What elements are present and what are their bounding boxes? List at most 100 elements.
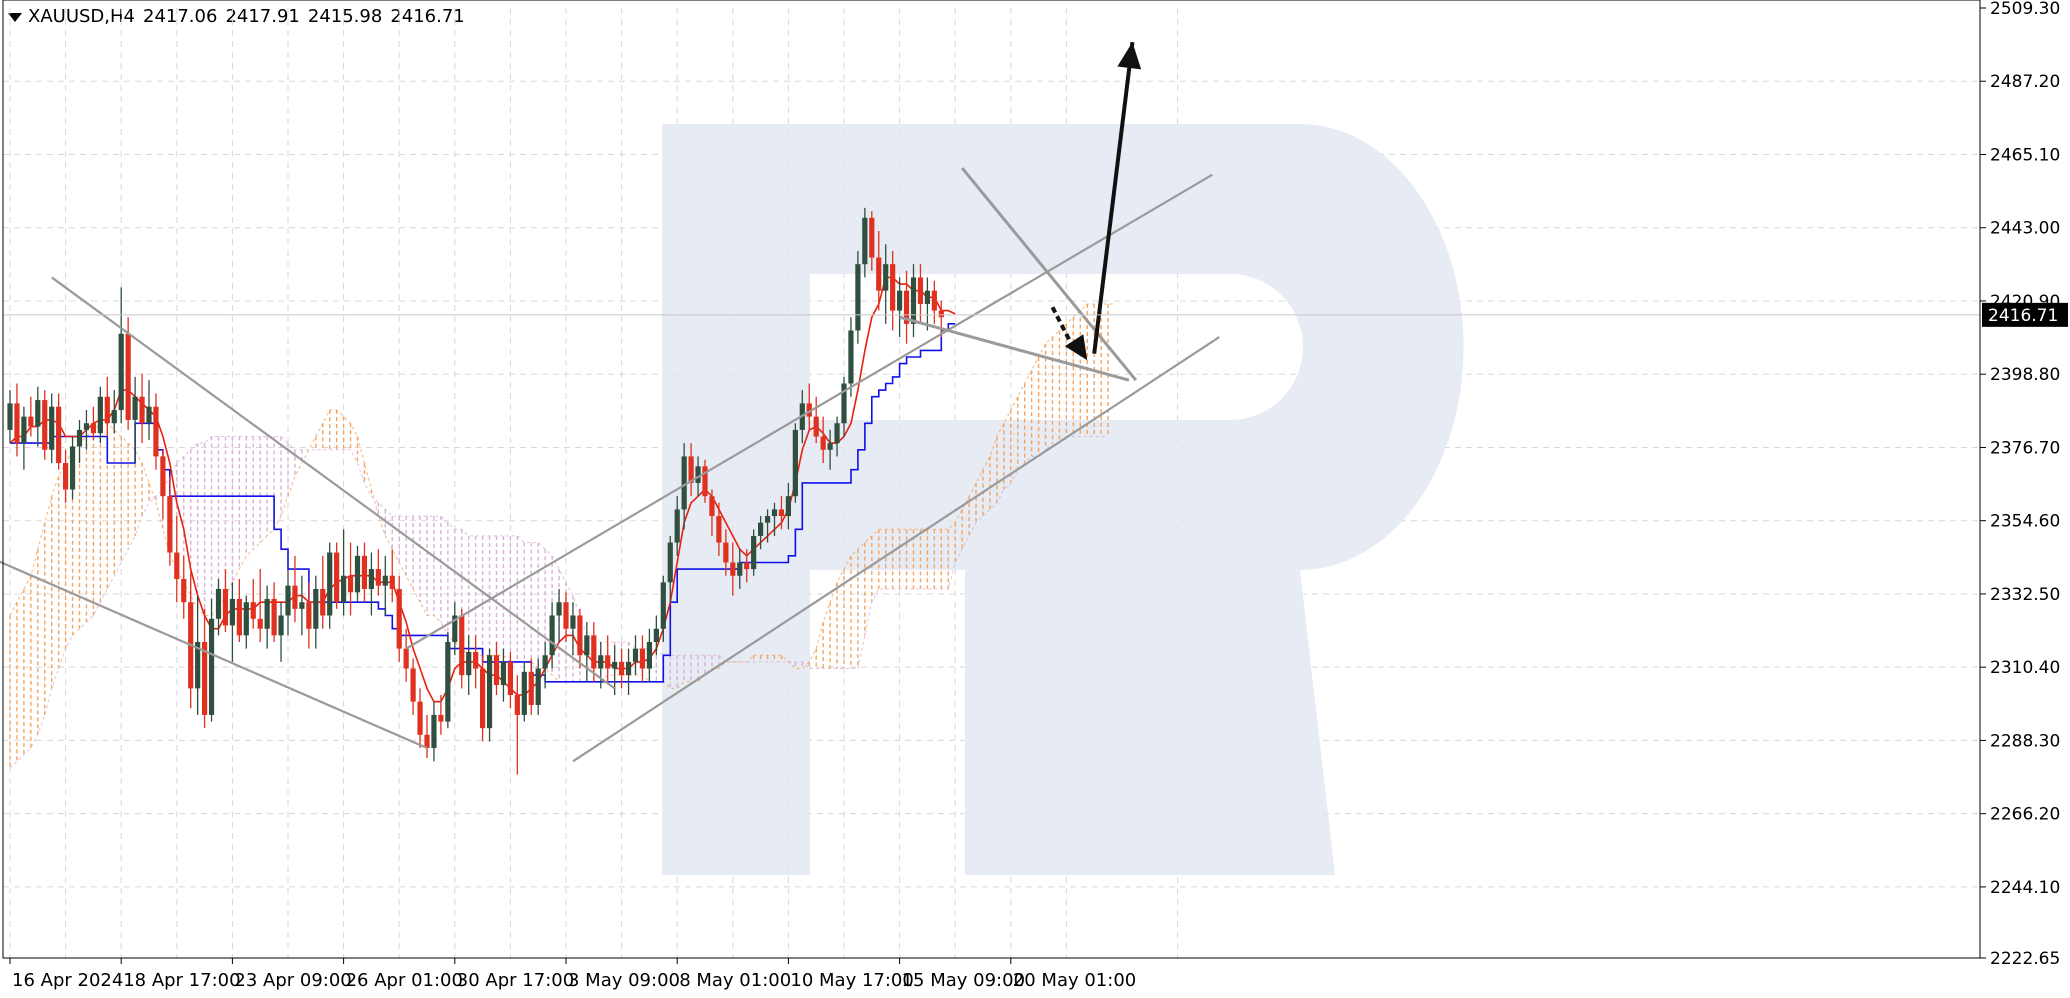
candle bbox=[42, 390, 48, 460]
candle-body bbox=[243, 602, 249, 636]
candle-body bbox=[702, 466, 708, 497]
candle-body bbox=[181, 579, 187, 603]
candle-body bbox=[806, 403, 812, 417]
candle-body bbox=[90, 423, 96, 434]
candle bbox=[737, 549, 743, 589]
trend-lines bbox=[0, 41, 1220, 763]
candle-body bbox=[903, 290, 910, 324]
candle bbox=[639, 635, 646, 682]
candle bbox=[841, 376, 847, 437]
candle bbox=[63, 449, 69, 503]
x-tick-label: 18 Apr 17:00 bbox=[123, 970, 240, 991]
candle-body bbox=[792, 429, 798, 497]
cloud-span-a bbox=[9, 303, 1115, 689]
low-value: 2415.98 bbox=[307, 6, 383, 27]
candle-body bbox=[653, 628, 659, 642]
candle-body bbox=[299, 602, 305, 609]
candle bbox=[278, 602, 284, 662]
candle bbox=[764, 509, 771, 543]
candle bbox=[730, 542, 736, 596]
candle-body bbox=[667, 542, 673, 583]
candle-body bbox=[570, 615, 576, 629]
candle-body bbox=[35, 400, 41, 427]
candle bbox=[792, 423, 798, 503]
candle bbox=[827, 429, 833, 470]
y-tick-label: 2244.10 bbox=[1990, 878, 2060, 898]
candle-body bbox=[49, 406, 55, 450]
candle bbox=[445, 632, 451, 729]
candle-body bbox=[160, 456, 166, 497]
candle bbox=[521, 661, 527, 722]
candle-body bbox=[104, 396, 110, 424]
candle-body bbox=[431, 714, 437, 749]
candle bbox=[612, 645, 618, 696]
candle bbox=[83, 410, 90, 450]
candle-body bbox=[917, 277, 924, 304]
y-tick-label: 2398.80 bbox=[1990, 365, 2060, 385]
candle-body bbox=[250, 602, 256, 619]
candle-body bbox=[76, 429, 83, 447]
candle-body bbox=[681, 456, 687, 510]
candle bbox=[354, 545, 361, 603]
candle bbox=[716, 502, 722, 556]
candle-body bbox=[688, 456, 694, 483]
candle-body bbox=[132, 396, 138, 420]
candle bbox=[459, 608, 465, 689]
plot-frame bbox=[2, 0, 1981, 959]
candle-body bbox=[83, 423, 90, 430]
candle bbox=[181, 555, 187, 619]
candle-body bbox=[709, 496, 715, 517]
candle-body bbox=[424, 734, 430, 749]
candle bbox=[667, 535, 673, 603]
candle bbox=[785, 482, 791, 530]
candle bbox=[834, 416, 840, 457]
candle-body bbox=[382, 575, 388, 586]
candle bbox=[646, 628, 652, 682]
y-tick-label: 2487.20 bbox=[1990, 72, 2060, 92]
candle bbox=[820, 416, 826, 464]
candle-body bbox=[341, 575, 347, 603]
candle bbox=[660, 575, 666, 642]
candle bbox=[876, 231, 882, 311]
dropdown-triangle-icon[interactable] bbox=[8, 12, 22, 22]
candle-body bbox=[764, 516, 771, 523]
candle-body bbox=[507, 661, 513, 696]
candle bbox=[28, 396, 34, 437]
candle bbox=[264, 585, 270, 649]
candle-body bbox=[63, 463, 69, 490]
candle-body bbox=[313, 588, 319, 629]
candle bbox=[382, 555, 388, 616]
ichimoku-cloud bbox=[9, 303, 1115, 769]
candle bbox=[813, 396, 819, 444]
candle-body bbox=[389, 575, 395, 589]
candle bbox=[778, 496, 785, 530]
candle bbox=[493, 641, 500, 696]
candle-body bbox=[396, 588, 402, 649]
candle-body bbox=[69, 446, 76, 490]
forecast-arrow-up-shaft bbox=[1092, 41, 1135, 354]
x-tick-label: 10 May 17:00 bbox=[790, 970, 913, 991]
candle-body bbox=[438, 714, 444, 722]
candle-body bbox=[751, 535, 757, 570]
candle bbox=[313, 575, 319, 649]
candle bbox=[299, 575, 305, 636]
candle-body bbox=[605, 655, 611, 669]
x-tick-label: 23 Apr 09:00 bbox=[234, 970, 351, 991]
candle-body bbox=[56, 406, 62, 464]
current-price-tag bbox=[1982, 302, 2068, 327]
candle-body bbox=[723, 542, 729, 563]
candle bbox=[243, 595, 249, 649]
candle-body bbox=[306, 602, 312, 629]
candle-body bbox=[535, 668, 541, 705]
candle-body bbox=[591, 635, 597, 669]
candle-body bbox=[771, 509, 778, 517]
open-value: 2417.06 bbox=[143, 6, 218, 27]
candle bbox=[160, 449, 166, 520]
candle bbox=[236, 579, 242, 642]
candle-body bbox=[97, 396, 103, 434]
candle bbox=[7, 390, 13, 444]
candle bbox=[76, 419, 83, 464]
candle bbox=[869, 211, 875, 271]
candle bbox=[341, 529, 347, 616]
